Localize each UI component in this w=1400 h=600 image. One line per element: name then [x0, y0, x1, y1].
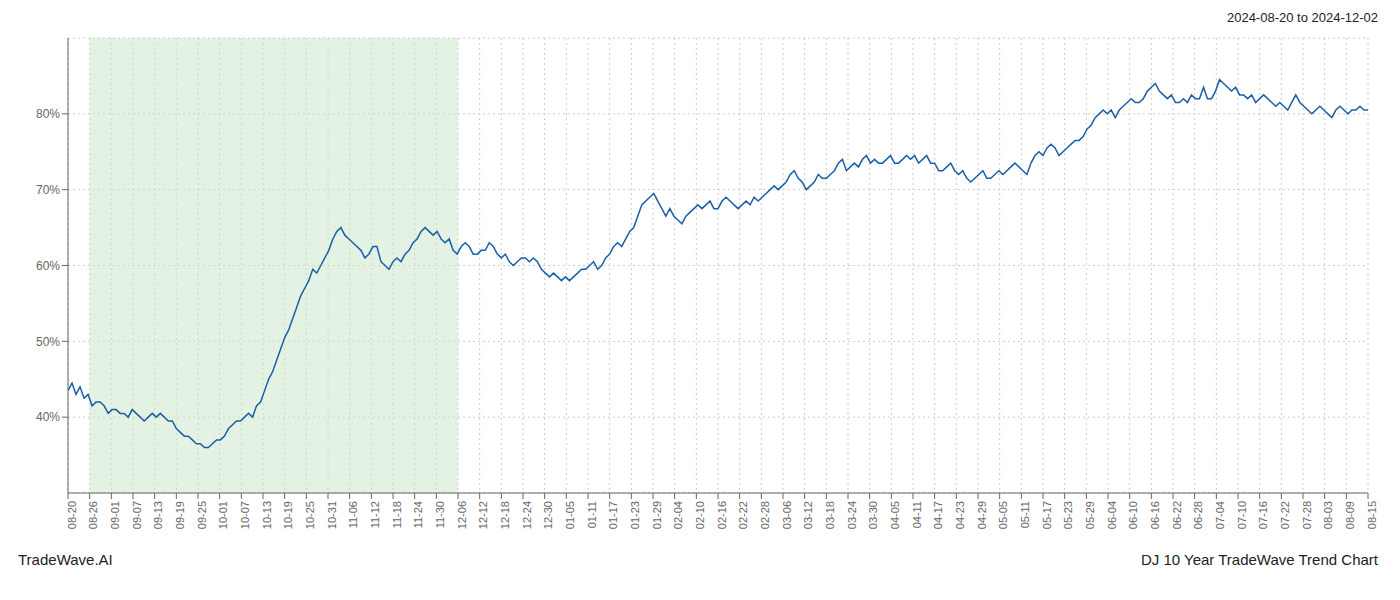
svg-text:01-29: 01-29 — [651, 501, 663, 529]
svg-text:04-29: 04-29 — [976, 501, 988, 529]
svg-text:02-04: 02-04 — [672, 501, 684, 529]
svg-text:04-23: 04-23 — [954, 501, 966, 529]
svg-text:05-23: 05-23 — [1062, 501, 1074, 529]
svg-text:12-06: 12-06 — [456, 501, 468, 529]
svg-text:06-28: 06-28 — [1192, 501, 1204, 529]
svg-text:09-01: 09-01 — [109, 501, 121, 529]
svg-text:10-31: 10-31 — [326, 501, 338, 529]
svg-text:02-16: 02-16 — [716, 501, 728, 529]
svg-text:08-03: 08-03 — [1322, 501, 1334, 529]
svg-text:08-26: 08-26 — [87, 501, 99, 529]
svg-text:12-24: 12-24 — [521, 501, 533, 529]
svg-text:01-05: 01-05 — [564, 501, 576, 529]
svg-text:09-07: 09-07 — [131, 501, 143, 529]
svg-text:12-30: 12-30 — [542, 501, 554, 529]
svg-text:05-11: 05-11 — [1019, 501, 1031, 528]
svg-text:07-10: 07-10 — [1236, 501, 1248, 529]
svg-text:01-17: 01-17 — [607, 501, 619, 529]
svg-text:02-28: 02-28 — [759, 501, 771, 529]
svg-text:06-22: 06-22 — [1171, 501, 1183, 529]
svg-text:04-05: 04-05 — [889, 501, 901, 529]
svg-text:02-10: 02-10 — [694, 501, 706, 529]
svg-text:08-20: 08-20 — [66, 501, 78, 529]
svg-text:09-13: 09-13 — [152, 501, 164, 529]
html-text:2024-08-20 to 2024-12-02: 2024-08-20 to 2024-12-02 — [1226, 10, 1378, 25]
svg-text:06-16: 06-16 — [1149, 501, 1161, 529]
svg-text:08-09: 08-09 — [1344, 501, 1356, 529]
svg-text:05-17: 05-17 — [1041, 501, 1053, 529]
svg-text:10-19: 10-19 — [282, 501, 294, 529]
svg-text:11-06: 11-06 — [347, 501, 359, 528]
svg-text:12-12: 12-12 — [477, 501, 489, 529]
svg-text:04-11: 04-11 — [911, 501, 923, 528]
svg-text:11-18: 11-18 — [391, 501, 403, 528]
svg-text:04-17: 04-17 — [932, 501, 944, 529]
svg-text:11-24: 11-24 — [412, 501, 424, 528]
svg-text:09-19: 09-19 — [174, 501, 186, 529]
svg-text:10-01: 10-01 — [217, 501, 229, 529]
svg-text:07-04: 07-04 — [1214, 501, 1226, 529]
svg-text:60%: 60% — [36, 259, 60, 273]
svg-text:40%: 40% — [36, 410, 60, 424]
svg-text:03-18: 03-18 — [824, 501, 836, 529]
svg-text:10-07: 10-07 — [239, 501, 251, 529]
svg-text:11-30: 11-30 — [434, 501, 446, 528]
svg-text:50%: 50% — [36, 335, 60, 349]
svg-text:01-11: 01-11 — [586, 501, 598, 528]
svg-text:03-24: 03-24 — [846, 501, 858, 529]
svg-text:03-06: 03-06 — [781, 501, 793, 529]
svg-text:07-22: 07-22 — [1279, 501, 1291, 529]
svg-text:10-25: 10-25 — [304, 501, 316, 529]
svg-text:11-12: 11-12 — [369, 501, 381, 528]
svg-text:03-30: 03-30 — [867, 501, 879, 529]
svg-text:09-25: 09-25 — [196, 501, 208, 529]
html-text:TradeWave.AI: TradeWave.AI — [18, 551, 113, 568]
svg-text:06-10: 06-10 — [1127, 501, 1139, 529]
svg-text:70%: 70% — [36, 183, 60, 197]
svg-text:05-05: 05-05 — [997, 501, 1009, 529]
svg-text:07-16: 07-16 — [1257, 501, 1269, 529]
svg-text:08-15: 08-15 — [1366, 501, 1378, 529]
svg-text:10-13: 10-13 — [261, 501, 273, 529]
svg-text:12-18: 12-18 — [499, 501, 511, 529]
svg-text:80%: 80% — [36, 107, 60, 121]
svg-text:02-22: 02-22 — [737, 501, 749, 529]
svg-text:06-04: 06-04 — [1106, 501, 1118, 529]
svg-text:01-23: 01-23 — [629, 501, 641, 529]
svg-text:05-29: 05-29 — [1084, 501, 1096, 529]
svg-text:07-28: 07-28 — [1301, 501, 1313, 529]
svg-text:03-12: 03-12 — [802, 501, 814, 529]
html-text:DJ 10 Year TradeWave Trend Cha: DJ 10 Year TradeWave Trend Chart — [1140, 551, 1378, 568]
